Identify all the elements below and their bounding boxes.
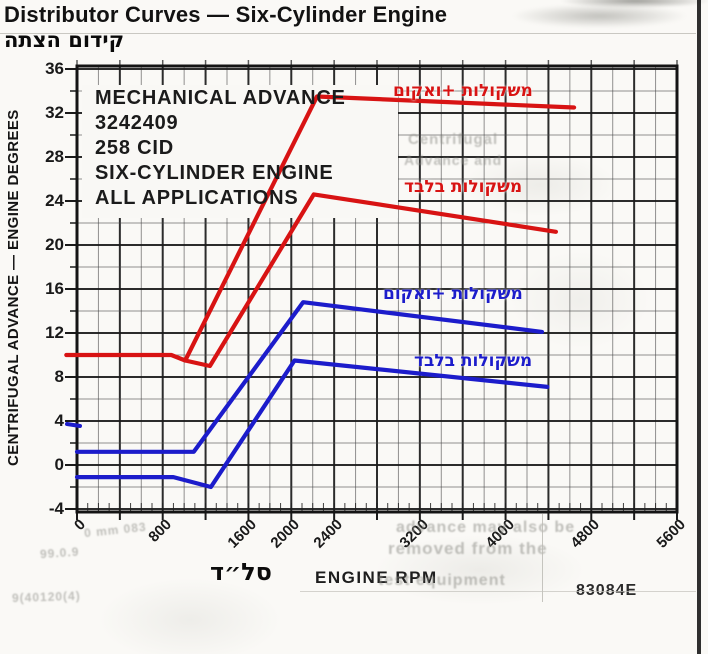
curve-mechanical-advance-weights-only [183,192,559,369]
y-tick-label: 8 [54,367,64,386]
y-tick-label: 0 [54,455,64,474]
spec-text-whitebox [82,85,398,218]
y-tick-label: -4 [48,499,64,518]
ghost-text-fragment: Advance and [404,152,503,168]
hebrew-subtitle: קידום הצתה [4,28,125,52]
figure-code: 83084E [576,582,638,599]
y-tick-label: 16 [45,279,64,298]
ghost-text-fragment: 9(40120(4) [11,588,81,606]
y-tick-label: 28 [45,147,64,166]
y-tick-label: 24 [45,191,64,210]
plot-border [75,64,679,514]
spec-line-mechanical-advance: MECHANICAL ADVANCE [95,87,346,109]
page-title: Distributor Curves — Six-Cylinder Engine [4,2,448,27]
spec-line-displacement: 258 CID [95,137,174,159]
curve-label-red-weights-plus-vacuum: משקולות +ואקום [393,81,533,101]
spec-line-applications: ALL APPLICATIONS [95,187,299,209]
ghost-text-fragment: advance may also be [396,519,576,536]
scan-smudge [512,4,687,28]
scan-fold-line [542,514,543,602]
y-tick-label: 36 [45,59,64,78]
ghost-text-fragment: 99.0.9 [39,544,80,562]
y-tick-label: 32 [45,103,64,122]
curve-label-red-weights-only: משקולות בלבד [404,177,523,197]
y-tick-label: 12 [45,323,64,342]
curve-centrifugal-advance-weights-plus-vacuum [74,300,545,454]
curve-centrifugal-advance-weights-only [74,358,550,490]
y-tick-label: 20 [45,235,64,254]
scan-smudge [560,0,708,8]
page-edge-line [697,0,701,654]
y-axis-title: CENTRIFUGAL ADVANCE — ENGINE DEGREES [5,109,22,467]
advance-curves [64,94,577,490]
spec-block: MECHANICAL ADVANCE 3242409 258 CID SIX-C… [95,86,346,211]
scan-fold-line [300,591,696,592]
curve-label-blue-weights-only: משקולות בלבד [414,351,533,371]
spec-line-engine: SIX-CYLINDER ENGINE [95,162,334,184]
ghost-text-fragment: removed from the [388,539,548,558]
ghost-text-fragment: test equipment [378,572,506,589]
x-axis-title: ENGINE RPM [315,568,438,587]
curve-label-blue-weights-plus-vacuum: משקולות +ואקום [383,284,523,304]
title-divider-line [0,33,696,34]
stray-blue-mark [65,422,82,428]
spec-line-part-number: 3242409 [95,112,179,134]
ghost-text-fragment: Centrifugal [408,131,499,148]
y-tick-label: 4 [54,411,64,430]
x-axis-title-hebrew: סל״ד [210,558,272,586]
